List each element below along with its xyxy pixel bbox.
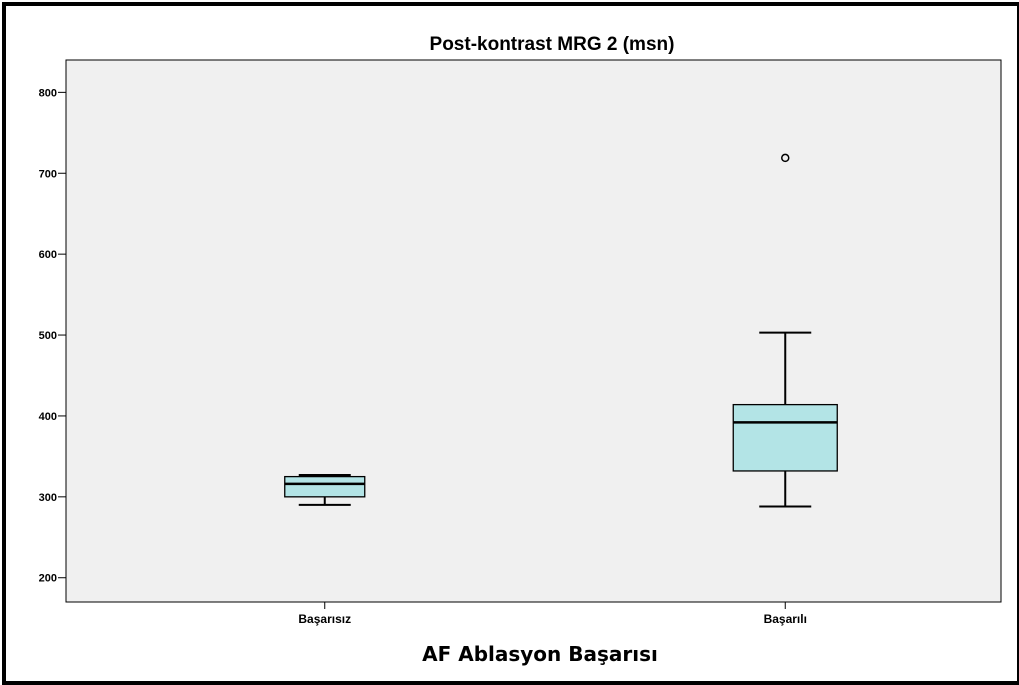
plot-area	[65, 59, 1002, 603]
box-group-basarisiz	[284, 473, 366, 506]
y-tick-label: 200	[39, 573, 57, 585]
y-tick-label: 800	[39, 87, 57, 99]
chart-title: Post-kontrast MRG 2 (msn)	[430, 34, 675, 55]
box-series	[284, 153, 838, 508]
y-axis: 200 300 400 500 600 700 800	[39, 87, 66, 585]
y-tick-label: 700	[39, 168, 57, 180]
x-tick-label: Başarılı	[764, 612, 807, 626]
y-tick-label: 400	[39, 411, 57, 423]
iqr-box	[732, 403, 838, 472]
box-group-basarili	[732, 153, 838, 508]
y-tick-label: 500	[39, 330, 57, 342]
y-tick-label: 300	[39, 492, 57, 504]
y-tick-label: 600	[39, 249, 57, 261]
x-axis-label: AF Ablasyon Başarısı	[422, 642, 658, 666]
iqr-box	[284, 475, 366, 498]
boxplot-chart: Post-kontrast MRG 2 (msn) 200 300 400 500 60…	[39, 34, 1002, 666]
x-tick-label: Başarısız	[298, 612, 351, 626]
x-axis: Başarısız Başarılı	[298, 602, 807, 626]
outlier-point	[781, 153, 790, 163]
